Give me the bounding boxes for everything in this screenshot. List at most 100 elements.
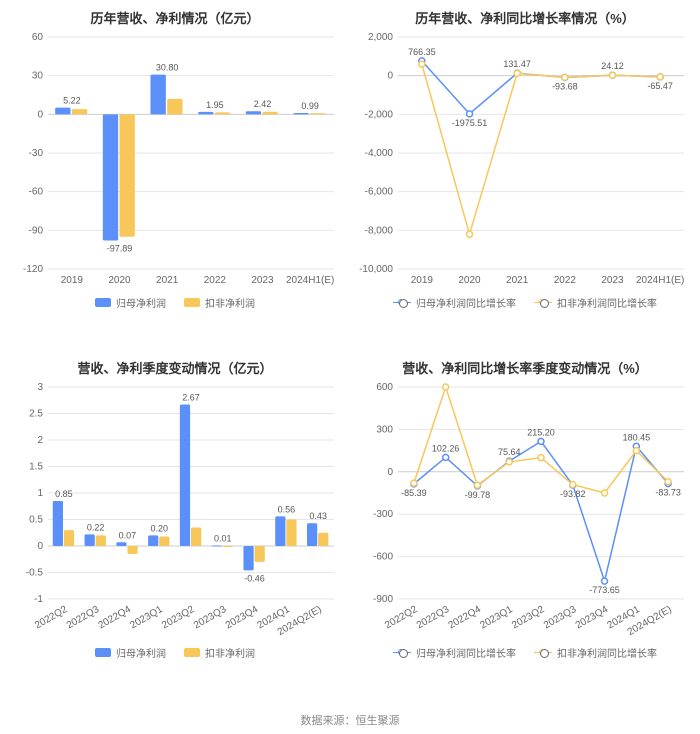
panel-annual-values: 历年营收、净利情况（亿元） -120-90-60-300306020192020… [0,0,350,350]
svg-text:1: 1 [37,488,43,499]
svg-text:2020: 2020 [458,275,481,286]
legend-item-s1: 归母净利润同比增长率 [393,295,516,310]
chart-title: 营收、净利同比增长率季度变动情况（%） [356,358,694,377]
legend-label: 扣非净利润 [205,295,255,310]
legend-item-s1: 归母净利润 [95,645,166,660]
svg-text:2.42: 2.42 [254,99,272,109]
svg-text:0.07: 0.07 [119,530,137,540]
svg-text:30: 30 [32,71,44,82]
svg-text:-773.65: -773.65 [589,585,620,595]
svg-text:0.20: 0.20 [150,523,168,533]
chart-plot-3: -1-0.500.511.522.532022Q22022Q32022Q4202… [6,381,344,641]
chart-plot-4: -900 -600 -300 0 300 600 2022Q22022Q32022Q4 202… [356,381,694,641]
data-source-label: 数据来源：恒生聚源 [0,712,700,728]
svg-text:2021: 2021 [506,275,529,286]
svg-text:60: 60 [32,32,44,43]
svg-text:2023Q1: 2023Q1 [128,604,165,632]
svg-text:-93.68: -93.68 [552,81,578,91]
svg-text:-8,000: -8,000 [365,225,394,236]
svg-text:-60: -60 [29,187,44,198]
svg-text:2022Q3: 2022Q3 [65,604,102,632]
svg-text:-99.78: -99.78 [465,490,491,500]
legend-line-icon [534,298,552,308]
legend-label: 扣非净利润 [205,645,255,660]
svg-text:2.67: 2.67 [182,392,200,402]
legend-label: 扣非净利润同比增长率 [557,645,657,660]
legend-item-s1: 归母净利润同比增长率 [393,645,516,660]
svg-text:766.35: 766.35 [408,47,436,57]
svg-text:-0.46: -0.46 [244,573,265,583]
svg-text:-83.73: -83.73 [655,488,681,498]
svg-text:0: 0 [387,467,393,478]
svg-text:-65.47: -65.47 [647,81,673,91]
svg-text:2023Q2: 2023Q2 [510,604,547,632]
legend-line-icon [393,648,411,658]
svg-text:-85.39: -85.39 [401,488,427,498]
svg-text:-600: -600 [373,552,393,563]
chart-grid: 历年营收、净利情况（亿元） -120-90-60-300306020192020… [0,0,700,700]
svg-text:2021: 2021 [156,275,179,286]
svg-text:0.22: 0.22 [87,522,105,532]
svg-text:0.43: 0.43 [309,511,327,521]
chart-plot-2: -10,000-8,000-6,000-4,000-2,00002,000201… [356,31,694,291]
svg-text:2024H1(E): 2024H1(E) [636,275,684,286]
svg-text:2,000: 2,000 [368,32,393,43]
svg-text:-4,000: -4,000 [365,148,394,159]
legend-1: 归母净利润 扣非净利润 [6,295,344,310]
svg-text:102.26: 102.26 [432,443,460,453]
svg-text:2022: 2022 [554,275,577,286]
svg-text:2: 2 [37,435,43,446]
svg-text:1.95: 1.95 [206,100,224,110]
svg-text:2019: 2019 [61,275,84,286]
legend-label: 归母净利润 [116,645,166,660]
svg-text:0.5: 0.5 [29,515,43,526]
svg-text:2020: 2020 [108,275,131,286]
svg-text:2023: 2023 [251,275,274,286]
svg-text:-10,000: -10,000 [359,264,393,275]
legend-3: 归母净利润 扣非净利润 [6,645,344,660]
legend-item-s2: 扣非净利润同比增长率 [534,645,657,660]
svg-text:2023: 2023 [601,275,624,286]
svg-text:2022Q2: 2022Q2 [383,604,420,632]
legend-swatch-icon [95,648,111,657]
svg-text:0: 0 [387,71,393,82]
svg-text:-90: -90 [29,225,44,236]
legend-2: 归母净利润同比增长率 扣非净利润同比增长率 [356,295,694,310]
svg-text:2022Q4: 2022Q4 [97,604,134,632]
legend-line-icon [534,648,552,658]
svg-text:-1975.51: -1975.51 [452,118,488,128]
svg-text:1.5: 1.5 [29,462,43,473]
legend-label: 归母净利润同比增长率 [416,295,516,310]
svg-text:2023Q4: 2023Q4 [224,604,261,632]
svg-text:-93.82: -93.82 [560,489,586,499]
chart-plot-1: -120-90-60-30030602019202020212022202320… [6,31,344,291]
svg-text:600: 600 [376,382,393,393]
svg-text:-97.89: -97.89 [107,244,133,254]
legend-label: 归母净利润同比增长率 [416,645,516,660]
panel-annual-growth: 历年营收、净利同比增长率情况（%） -10,000-8,000-6,000-4,… [350,0,700,350]
svg-text:2022Q4: 2022Q4 [447,604,484,632]
chart-title: 营收、净利季度变动情况（亿元） [6,358,344,377]
svg-text:2024H1(E): 2024H1(E) [286,275,334,286]
svg-text:300: 300 [376,424,393,435]
legend-4: 归母净利润同比增长率 扣非净利润同比增长率 [356,645,694,660]
legend-item-s2: 扣非净利润 [184,645,255,660]
svg-text:2022Q2: 2022Q2 [33,604,70,632]
svg-text:2023Q4: 2023Q4 [574,604,611,632]
svg-text:0.99: 0.99 [301,101,319,111]
svg-text:-1: -1 [34,594,43,605]
svg-text:-6,000: -6,000 [365,187,394,198]
svg-text:2022: 2022 [204,275,227,286]
panel-quarterly-values: 营收、净利季度变动情况（亿元） -1-0.500.511.522.532022Q… [0,350,350,700]
svg-text:0.85: 0.85 [55,489,73,499]
legend-swatch-icon [95,298,111,307]
svg-text:180.45: 180.45 [623,432,651,442]
svg-text:2019: 2019 [411,275,434,286]
svg-text:2022Q3: 2022Q3 [415,604,452,632]
svg-text:215.20: 215.20 [527,427,555,437]
svg-text:24.12: 24.12 [601,61,624,71]
svg-text:2.5: 2.5 [29,409,43,420]
svg-text:-30: -30 [29,148,44,159]
svg-text:-300: -300 [373,509,393,520]
svg-text:-900: -900 [373,594,393,605]
